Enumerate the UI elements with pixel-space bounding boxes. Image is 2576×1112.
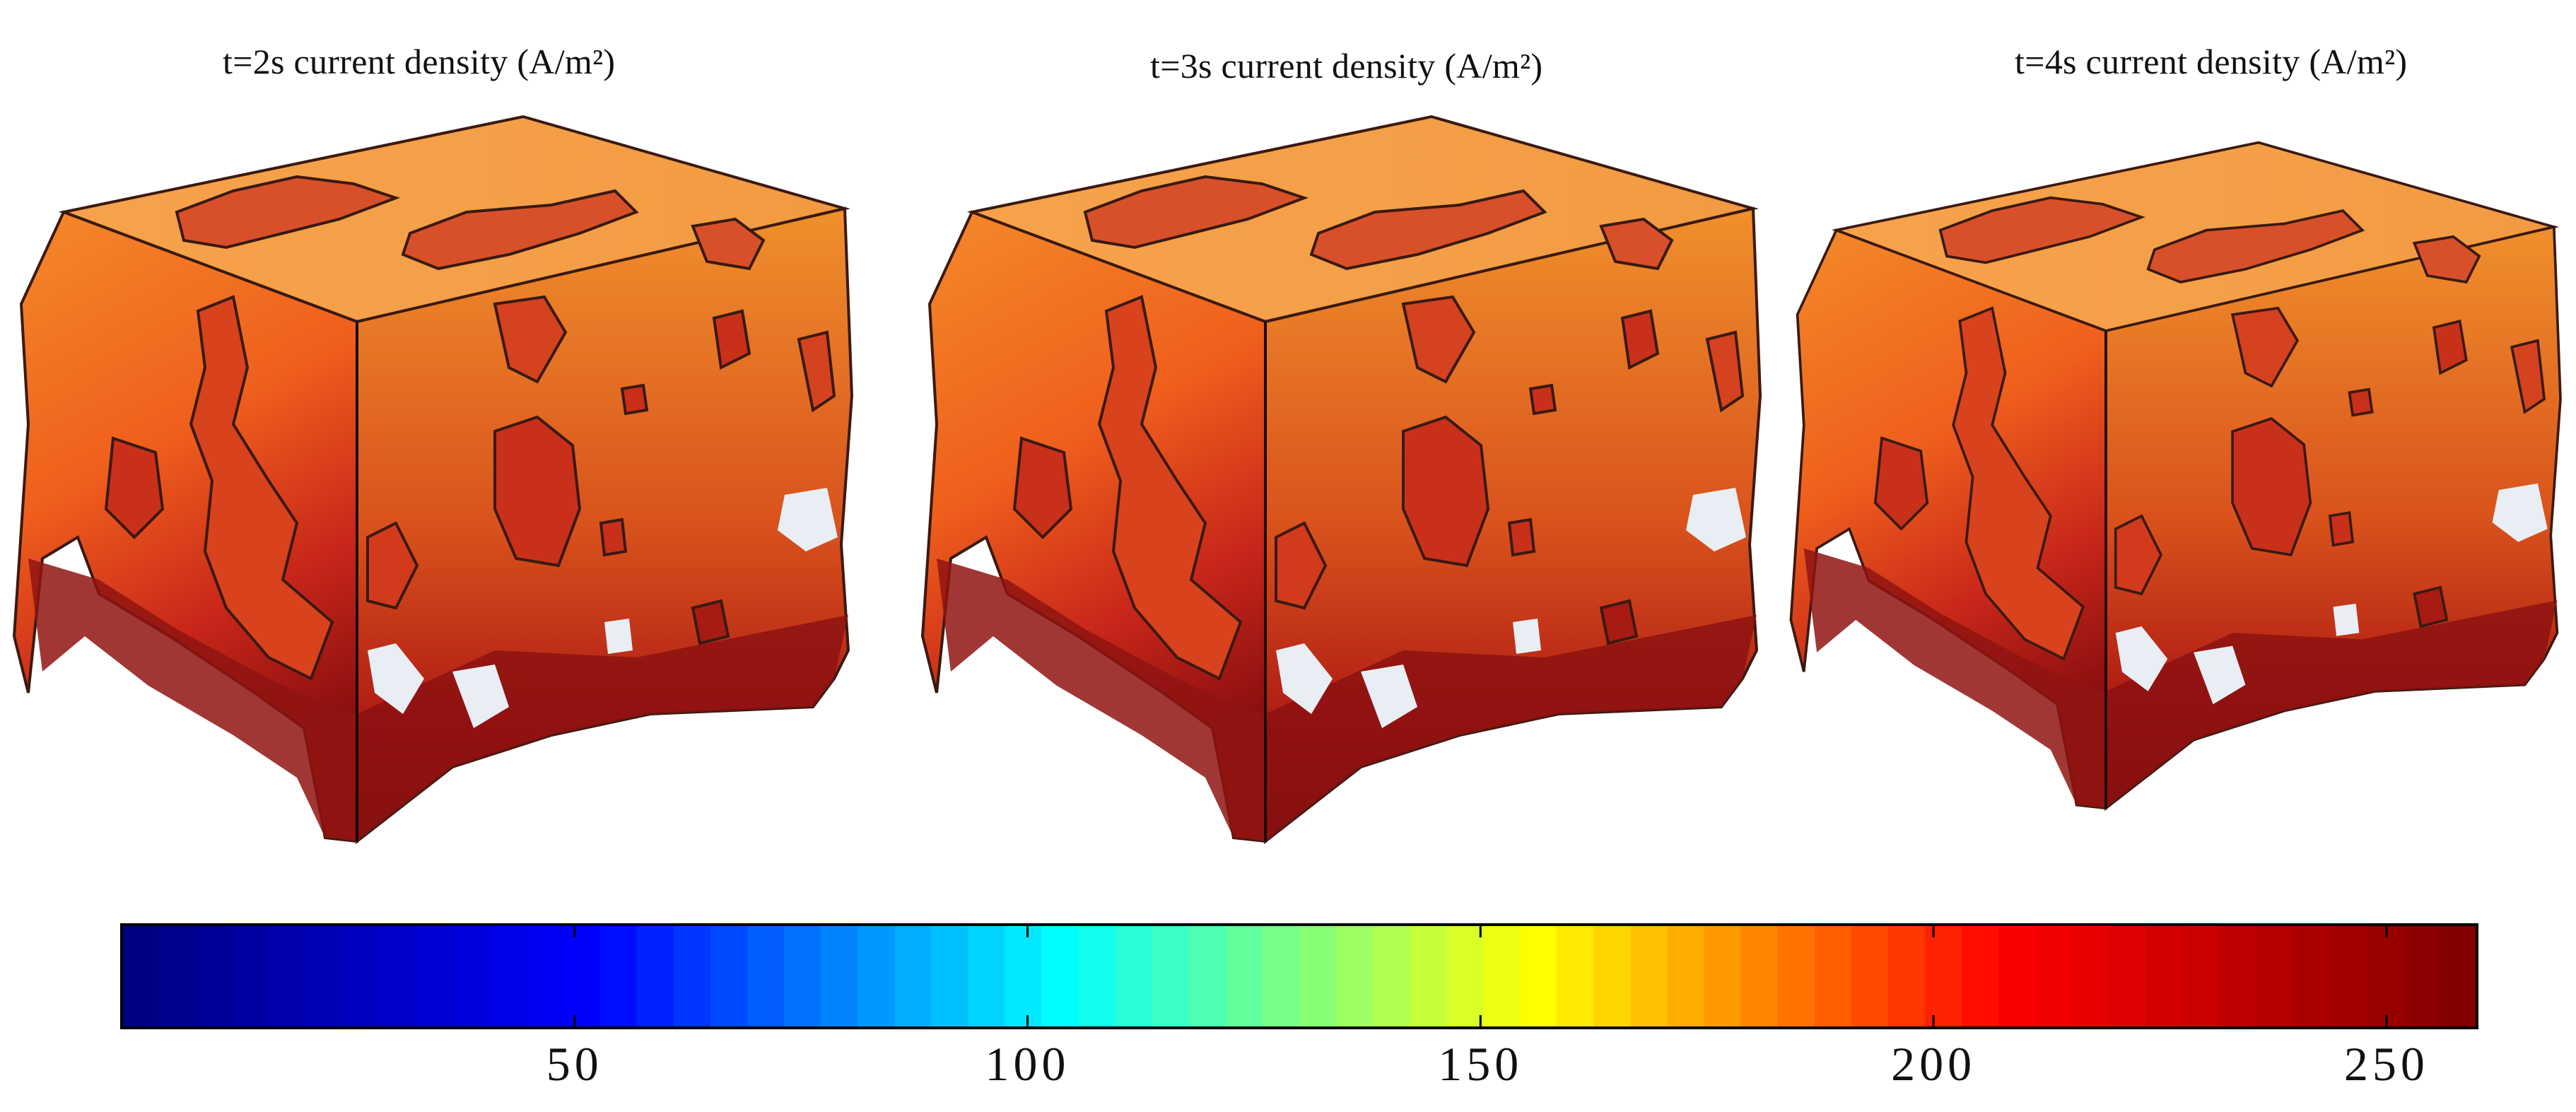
- colorbar-segment: [2182, 925, 2220, 1028]
- colorbar-segment: [2366, 925, 2404, 1028]
- colorbar-segment: [1777, 925, 1815, 1028]
- colorbar-segment: [2293, 925, 2331, 1028]
- colorbar-segment: [1630, 925, 1668, 1028]
- colorbar-segment: [1262, 925, 1300, 1028]
- colorbar-segment: [1041, 925, 1079, 1028]
- colorbar-segment: [195, 925, 233, 1028]
- colorbar-segment: [968, 925, 1006, 1028]
- colorbar-segment: [2329, 925, 2367, 1028]
- panel-title-t4: t=4s current density (A/m²): [2015, 42, 2408, 81]
- colorbar-segment: [1520, 925, 1558, 1028]
- colorbar-segment: [2072, 925, 2110, 1028]
- colorbar-segment: [1336, 925, 1374, 1028]
- colorbar-segment: [1152, 925, 1190, 1028]
- colorbar-segment: [1188, 925, 1226, 1028]
- colorbar-segment: [489, 925, 527, 1028]
- colorbar-segment: [1593, 925, 1632, 1028]
- colorbar-segment: [1962, 925, 2000, 1028]
- colorbar-segment: [2145, 925, 2184, 1028]
- colorbar-segment: [931, 925, 969, 1028]
- colorbar-segment: [1373, 925, 1411, 1028]
- colorbar-segment: [122, 925, 160, 1028]
- colorbar-segment: [2403, 925, 2441, 1028]
- colorbar-tick-label: 150: [1438, 1037, 1523, 1091]
- colorbar-segment: [305, 925, 344, 1028]
- colorbar-segment: [894, 925, 932, 1028]
- colorbar-segment: [1888, 925, 1926, 1028]
- colorbar-segment: [526, 925, 564, 1028]
- colorbar-segment: [2256, 925, 2294, 1028]
- colorbar-segment: [1814, 925, 1852, 1028]
- colorbar-segment: [1851, 925, 1889, 1028]
- colorbar-segment: [821, 925, 859, 1028]
- colorbar-segment: [1925, 925, 1963, 1028]
- colorbar-segment: [1667, 925, 1705, 1028]
- colorbar-segment: [1225, 925, 1263, 1028]
- colorbar-tick-label: 250: [2343, 1037, 2429, 1091]
- colorbar-segment: [1740, 925, 1779, 1028]
- colorbar-segment: [1115, 925, 1153, 1028]
- colorbar-segment: [636, 925, 674, 1028]
- colorbar-segment: [1704, 925, 1742, 1028]
- colorbar-segment: [1410, 925, 1448, 1028]
- panel-title-t2: t=2s current density (A/m²): [223, 42, 616, 81]
- colorbar-segment: [1998, 925, 2037, 1028]
- colorbar-segment: [1446, 925, 1485, 1028]
- colorbar-tick-label: 100: [985, 1037, 1070, 1091]
- colorbar-tick-label: 50: [546, 1037, 603, 1091]
- current-density-cube-t2: [0, 0, 870, 870]
- colorbar-segment: [857, 925, 896, 1028]
- colorbar: [120, 923, 2478, 1036]
- colorbar-segment: [1005, 925, 1043, 1028]
- current-density-cube-t4: [1778, 0, 2576, 870]
- colorbar-segment: [1078, 925, 1116, 1028]
- colorbar-segment: [747, 925, 785, 1028]
- colorbar-segment: [1483, 925, 1521, 1028]
- colorbar-segment: [710, 925, 749, 1028]
- colorbar-segment: [342, 925, 380, 1028]
- colorbar-segment: [269, 925, 307, 1028]
- colorbar-segment: [2035, 925, 2073, 1028]
- colorbar-segment: [2219, 925, 2257, 1028]
- colorbar-segment: [784, 925, 822, 1028]
- colorbar-segment: [452, 925, 491, 1028]
- colorbar-segment: [673, 925, 711, 1028]
- panel-title-t3: t=3s current density (A/m²): [1150, 46, 1543, 86]
- colorbar-segment: [1557, 925, 1595, 1028]
- colorbar-segment: [599, 925, 638, 1028]
- colorbar-segment: [563, 925, 601, 1028]
- colorbar-segment: [1299, 925, 1337, 1028]
- colorbar-segment: [232, 925, 270, 1028]
- colorbar-segment: [2109, 925, 2147, 1028]
- colorbar-tick-label: 200: [1891, 1037, 1977, 1091]
- colorbar-segment: [2440, 925, 2478, 1028]
- current-density-cube-t3: [908, 0, 1778, 870]
- colorbar-segment: [416, 925, 454, 1028]
- colorbar-segment: [379, 925, 417, 1028]
- colorbar-segment: [158, 925, 197, 1028]
